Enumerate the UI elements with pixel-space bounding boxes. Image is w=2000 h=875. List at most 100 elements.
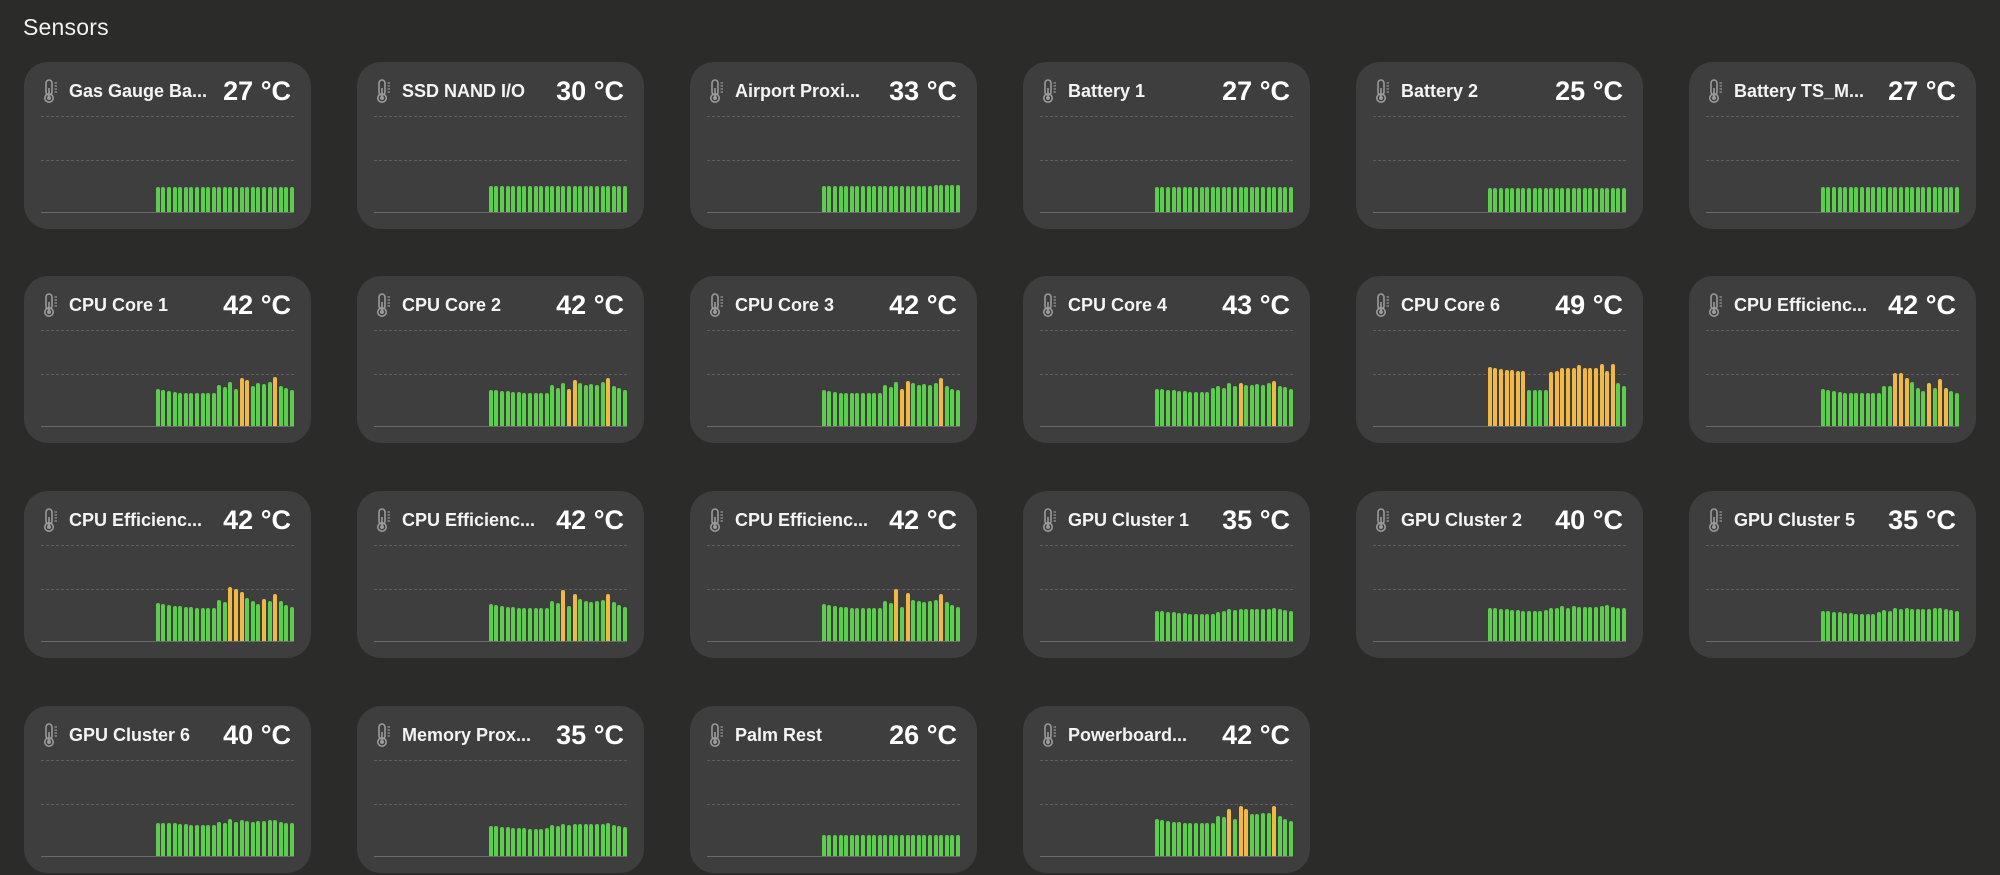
sensor-history-chart (41, 545, 294, 642)
history-bar (849, 393, 854, 426)
history-bar (533, 608, 538, 641)
sensor-card[interactable]: Powerboard... 42 °C (1023, 706, 1310, 873)
history-bar (217, 187, 222, 212)
history-bar (234, 822, 239, 856)
sensor-card[interactable]: CPU Core 2 42 °C (357, 276, 644, 443)
sensor-history-chart (1040, 760, 1293, 857)
history-bar (600, 382, 605, 426)
sensor-card[interactable]: Battery 2 25 °C (1356, 62, 1643, 229)
history-bar (1244, 187, 1249, 212)
history-bar (522, 393, 527, 426)
sensor-card[interactable]: CPU Efficienc... 42 °C (690, 491, 977, 658)
bars (1133, 124, 1293, 212)
history-bar (1210, 388, 1215, 426)
history-bar (611, 825, 616, 856)
history-bar (245, 598, 250, 641)
sensor-name: Memory Prox... (402, 725, 532, 745)
sensor-card[interactable]: CPU Efficienc... 42 °C (357, 491, 644, 658)
sensor-card[interactable]: GPU Cluster 6 40 °C (24, 706, 311, 873)
history-bar (1233, 187, 1238, 212)
history-bar (522, 608, 527, 641)
history-bar (273, 377, 278, 426)
history-bar (1199, 823, 1204, 856)
history-bar (1582, 188, 1587, 212)
sensor-card[interactable]: CPU Core 1 42 °C (24, 276, 311, 443)
history-bar (250, 601, 255, 641)
history-bar (606, 378, 611, 426)
history-bar (178, 393, 183, 426)
history-bar (155, 187, 160, 212)
sensor-card[interactable]: Battery TS_M... 27 °C (1689, 62, 1976, 229)
history-bar (155, 389, 160, 426)
history-bar (1588, 607, 1593, 641)
chart-baseline (707, 856, 960, 857)
history-bar (1154, 819, 1159, 856)
sensor-card[interactable]: CPU Efficienc... 42 °C (24, 491, 311, 658)
history-bar (1188, 823, 1193, 856)
history-bar (211, 825, 216, 856)
history-bar (950, 835, 955, 856)
history-bar (578, 186, 583, 212)
history-bar (1932, 388, 1937, 426)
history-bar (544, 828, 549, 856)
sensor-history-chart (1040, 330, 1293, 427)
history-bar (494, 605, 499, 641)
history-bar (499, 391, 504, 426)
history-bar (1160, 820, 1165, 856)
history-bar (950, 605, 955, 641)
history-bar (1255, 384, 1260, 426)
history-bar (872, 186, 877, 212)
history-bar (544, 186, 549, 212)
bars (800, 553, 960, 641)
history-bar (250, 386, 255, 426)
sensor-temperature: 26 °C (889, 720, 957, 750)
history-bar (262, 599, 267, 641)
sensor-card[interactable]: Battery 1 27 °C (1023, 62, 1310, 229)
history-bar (488, 186, 493, 212)
history-bar (278, 822, 283, 856)
history-bar (516, 392, 521, 426)
history-bar (838, 186, 843, 212)
history-bar (1160, 611, 1165, 641)
sensor-card[interactable]: GPU Cluster 2 40 °C (1356, 491, 1643, 658)
sensor-temperature: 42 °C (889, 505, 957, 535)
history-bar (1871, 614, 1876, 641)
history-bar (1538, 188, 1543, 212)
sensor-card[interactable]: CPU Core 6 49 °C (1356, 276, 1643, 443)
history-bar (1927, 609, 1932, 641)
sensor-card[interactable]: GPU Cluster 5 35 °C (1689, 491, 1976, 658)
sensor-card[interactable]: SSD NAND I/O 30 °C (357, 62, 644, 229)
history-bar (1154, 187, 1159, 212)
history-bar (567, 606, 572, 641)
history-bar (821, 835, 826, 856)
sensor-card[interactable]: CPU Efficienc... 42 °C (1689, 276, 1976, 443)
sensor-history-chart (41, 760, 294, 857)
sensor-card[interactable]: CPU Core 4 43 °C (1023, 276, 1310, 443)
gridline-top (707, 116, 960, 117)
history-bar (161, 390, 166, 426)
sensor-card[interactable]: CPU Core 3 42 °C (690, 276, 977, 443)
history-bar (1233, 610, 1238, 641)
history-bar (1887, 187, 1892, 212)
history-bar (922, 384, 927, 426)
history-bar (944, 185, 949, 212)
sensor-card[interactable]: Gas Gauge Ba... 27 °C (24, 62, 311, 229)
sensor-card[interactable]: Palm Rest 26 °C (690, 706, 977, 873)
sensor-card[interactable]: Memory Prox... 35 °C (357, 706, 644, 873)
history-bar (838, 393, 843, 426)
history-bar (539, 186, 544, 212)
history-bar (1848, 187, 1853, 212)
gridline-middle (1373, 160, 1626, 161)
sensor-card[interactable]: GPU Cluster 1 35 °C (1023, 491, 1310, 658)
history-bar (1227, 609, 1232, 641)
thermometer-icon (42, 507, 60, 533)
history-bar (1876, 612, 1881, 641)
history-bar (1210, 823, 1215, 856)
history-bar (1526, 188, 1531, 212)
sensor-card[interactable]: Airport Proxi... 33 °C (690, 62, 977, 229)
history-bar (1272, 608, 1277, 641)
gridline-middle (374, 160, 627, 161)
chart-baseline (1040, 426, 1293, 427)
history-bar (511, 186, 516, 212)
history-bar (1261, 187, 1266, 212)
